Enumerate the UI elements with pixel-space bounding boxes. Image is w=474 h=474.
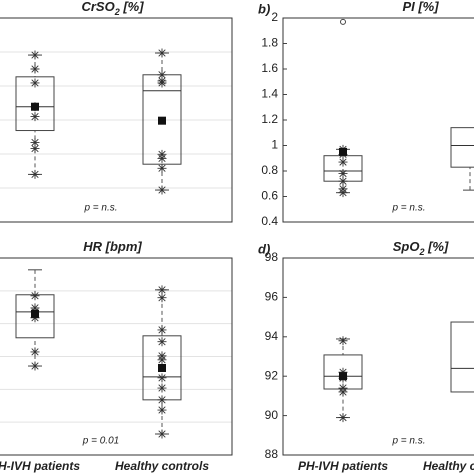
box — [450, 321, 474, 393]
chart-title: CrSO2 [%] — [81, 0, 144, 17]
y-tick-label: 96 — [265, 290, 279, 304]
y-tick-label: 0.6 — [261, 189, 278, 203]
y-tick-label: 94 — [265, 329, 279, 343]
data-point — [157, 293, 167, 303]
mean — [31, 309, 39, 318]
plot-frame — [282, 17, 474, 223]
box — [450, 127, 474, 168]
data-point — [30, 78, 40, 88]
data-point — [157, 78, 167, 88]
data-point — [338, 169, 348, 179]
data-point — [338, 336, 348, 346]
y-tick-label: 0.4 — [261, 214, 278, 228]
data-point — [157, 395, 167, 405]
annotation: p = 0.01 — [82, 436, 119, 447]
title-part: PI [%] — [402, 0, 439, 14]
x-tick-label: PH-IVH patients — [0, 459, 80, 473]
title-part: CrSO — [81, 0, 114, 14]
plot-frame — [282, 257, 474, 456]
x-tick-label: PH-IVH patients — [298, 459, 388, 473]
y-tick-label: 92 — [265, 368, 279, 382]
data-point — [157, 153, 167, 163]
title-part: [%] — [424, 239, 449, 254]
data-point — [157, 355, 167, 365]
chart-title: PI [%] — [402, 0, 439, 14]
chart-title: SpO2 [%] — [393, 239, 449, 257]
panel-label: b) — [258, 1, 270, 16]
title-part: SpO — [393, 239, 420, 254]
data-point — [157, 405, 167, 415]
y-tick-label: 1 — [271, 138, 278, 152]
data-point — [157, 325, 167, 335]
data-point — [30, 64, 40, 74]
y-tick-label: 2 — [271, 10, 278, 24]
data-point — [338, 176, 348, 186]
panel-label: d) — [258, 241, 270, 256]
x-tick-label: Healthy controls — [423, 459, 474, 473]
y-tick-label: 90 — [265, 408, 279, 422]
mean — [158, 363, 166, 372]
data-point — [338, 387, 348, 397]
data-point — [30, 347, 40, 357]
mean — [339, 147, 347, 156]
title-part: 2 — [114, 7, 120, 17]
outlier — [340, 18, 346, 25]
y-tick-label: 0.8 — [261, 163, 278, 177]
data-point — [157, 48, 167, 58]
y-tick-label: 1.6 — [261, 61, 278, 75]
data-point — [157, 383, 167, 393]
title-part: [%] — [120, 0, 145, 14]
y-tick-label: 1.2 — [261, 112, 278, 126]
chart-title: HR [bpm] — [83, 239, 142, 254]
annotation: p = n.s. — [83, 203, 117, 214]
annotation: p = n.s. — [391, 203, 425, 214]
data-point — [30, 50, 40, 60]
data-point — [338, 413, 348, 423]
title-part: 2 — [418, 247, 424, 257]
data-point — [157, 429, 167, 439]
box — [15, 76, 55, 132]
data-point — [157, 285, 167, 295]
y-tick-label: 98 — [265, 250, 279, 264]
annotation: p = n.s. — [391, 436, 425, 447]
data-point — [30, 112, 40, 122]
data-point — [157, 185, 167, 195]
plot-frame — [0, 257, 233, 456]
data-point — [157, 373, 167, 383]
y-tick-label: 1.4 — [261, 87, 278, 101]
data-point — [338, 188, 348, 198]
data-point — [30, 291, 40, 301]
mean — [339, 372, 347, 381]
plot-frame — [0, 17, 233, 223]
data-point — [157, 163, 167, 173]
data-point — [157, 70, 167, 80]
y-tick-label: 1.8 — [261, 36, 278, 50]
data-point — [30, 144, 40, 154]
x-tick-label: Healthy controls — [115, 459, 209, 473]
data-point — [157, 337, 167, 347]
data-point — [30, 137, 40, 147]
data-point — [338, 157, 348, 167]
mean — [158, 116, 166, 125]
y-tick-label: 88 — [265, 447, 279, 461]
title-part: HR [bpm] — [83, 239, 142, 254]
data-point — [30, 361, 40, 371]
mean — [31, 102, 39, 111]
data-point — [30, 169, 40, 179]
